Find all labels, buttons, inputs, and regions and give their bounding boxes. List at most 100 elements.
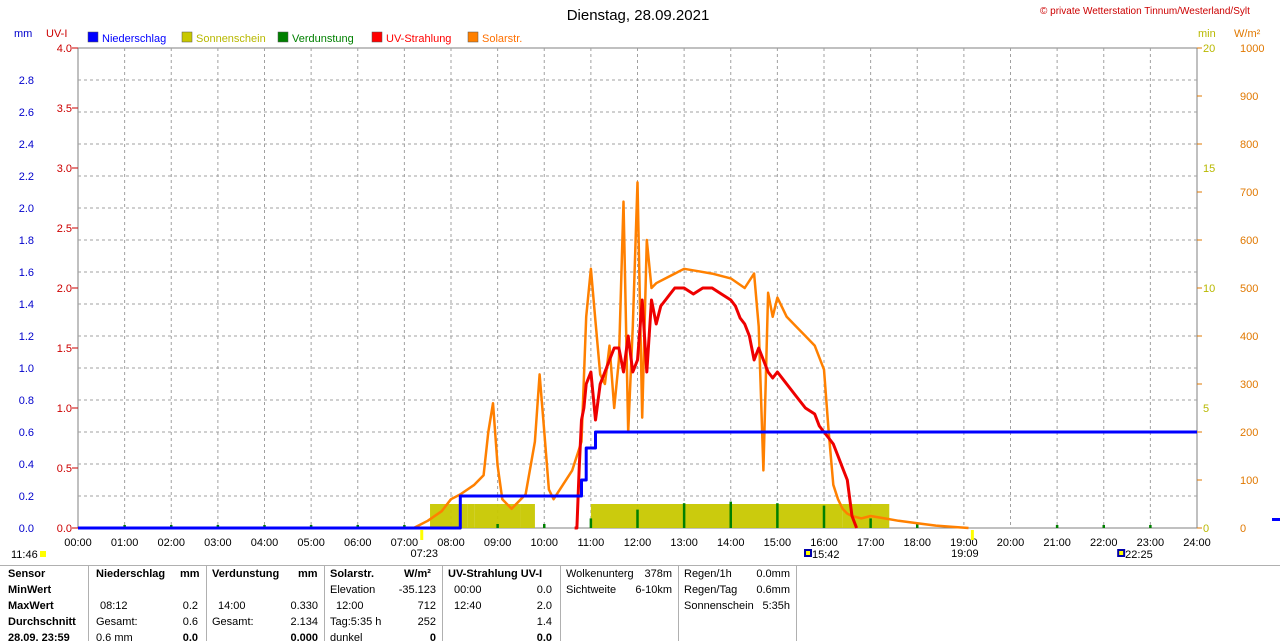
- sunrise-label: 07:23: [410, 548, 438, 560]
- wm2-tick-label: 800: [1240, 139, 1258, 151]
- table-header-sensor: Sensor: [8, 568, 46, 580]
- axis-unit-mm: mm: [14, 28, 32, 40]
- x-tick-label: 05:00: [297, 537, 325, 549]
- sun-moon-markers: 11:46 07:23 15:42 19:09 22:25: [11, 530, 1153, 561]
- x-tick-label: 01:00: [111, 537, 139, 549]
- sonnenschein-bar: [520, 504, 535, 528]
- mm-tick-label: 1.6: [19, 267, 34, 279]
- mm-tick-label: 1.0: [19, 363, 34, 375]
- row-label-maxwert: MaxWert: [8, 600, 54, 612]
- moonrise-left-label: 11:46: [11, 549, 38, 561]
- legend-label: Sonnenschein: [196, 33, 266, 45]
- col-unit-verdunstung: mm: [298, 568, 318, 580]
- x-tick-label: 14:00: [717, 537, 745, 549]
- solar-average-value: 252: [417, 616, 436, 628]
- mm-tick-label: 2.0: [19, 203, 34, 215]
- x-tick-label: 21:00: [1043, 537, 1071, 549]
- sunset-label: 19:09: [951, 548, 979, 560]
- column-divider: [206, 566, 207, 641]
- sonnenschein-bar: [777, 504, 824, 528]
- mm-tick-label: 0.4: [19, 459, 34, 471]
- copyright-text: © private Wetterstation Tinnum/Westerlan…: [1040, 6, 1250, 17]
- x-tick-label: 04:00: [251, 537, 279, 549]
- legend-swatch: [371, 31, 383, 43]
- niederschlag-current-value: 0.0: [182, 632, 198, 644]
- legend-swatch: [467, 31, 479, 43]
- x-tick-label: 19:00: [950, 537, 978, 549]
- x-tick-label: 20:00: [997, 537, 1025, 549]
- niederschlag-current: 0.6 mm: [96, 632, 133, 644]
- solar-max-time: 12:00: [336, 600, 364, 612]
- moonset-icon-inner: [806, 551, 811, 555]
- mm-tick-label: 2.2: [19, 171, 34, 183]
- uv-tick-label: 1.0: [57, 403, 72, 415]
- col-header-verdunstung: Verdunstung: [212, 568, 280, 580]
- series-group: [78, 181, 1280, 530]
- wm2-tick-label: 1000: [1240, 43, 1264, 55]
- solar-daylength: Tag:5:35 h: [330, 616, 382, 628]
- uv-tick-label: 2.5: [57, 223, 72, 235]
- row-label-durchschnitt: Durchschnitt: [8, 616, 76, 628]
- mm-tick-label: 0.8: [19, 395, 34, 407]
- uv-average-value: 1.4: [536, 616, 552, 628]
- column-divider: [796, 566, 797, 641]
- wm2-tick-label: 0: [1240, 523, 1246, 535]
- solar-status: dunkel: [330, 632, 363, 644]
- solar-elevation-value: -35.123: [398, 584, 436, 596]
- mm-tick-label: 0.6: [19, 427, 34, 439]
- mm-tick-label: 2.4: [19, 139, 34, 151]
- wm2-tick-label: 500: [1240, 283, 1258, 295]
- column-divider: [88, 566, 89, 641]
- min-tick-label: 15: [1203, 163, 1215, 175]
- uv-tick-label: 0.5: [57, 463, 72, 475]
- solar-current-value: 0: [429, 632, 436, 644]
- min-tick-label: 0: [1203, 523, 1209, 535]
- grid: [72, 47, 1202, 529]
- sonnenschein-bar: [684, 504, 731, 528]
- x-tick-label: 00:00: [64, 537, 92, 549]
- legend-label: Verdunstung: [292, 33, 354, 45]
- moonrise-right-label: 22:25: [1125, 549, 1153, 561]
- wm2-tick-label: 200: [1240, 427, 1258, 439]
- sonnenschein-bar: [637, 504, 685, 528]
- uv-max-value: 2.0: [536, 600, 552, 612]
- x-tick-label: 02:00: [157, 537, 185, 549]
- visibility-label: Sichtweite: [566, 584, 617, 596]
- solar-elevation-label: Elevation: [330, 584, 376, 596]
- col-unit-solarstr: W/m²: [404, 568, 431, 580]
- axis-unit-min: min: [1198, 28, 1216, 40]
- uv-tick-label: 0.0: [57, 523, 72, 535]
- uv-tick-label: 3.5: [57, 103, 72, 115]
- table-top-divider: [0, 565, 1280, 566]
- wm2-tick-label: 400: [1240, 331, 1258, 343]
- x-tick-label: 08:00: [437, 537, 465, 549]
- min-tick-label: 10: [1203, 283, 1215, 295]
- row-label-minwert: MinWert: [8, 584, 52, 596]
- x-tick-label: 16:00: [810, 537, 838, 549]
- solarstr-line: [413, 181, 969, 530]
- stats-table: Sensor MinWert MaxWert Durchschnitt 28.0…: [0, 566, 1280, 644]
- x-tick-label: 13:00: [670, 537, 698, 549]
- x-tick-label: 10:00: [530, 537, 558, 549]
- wm2-tick-label: 300: [1240, 379, 1258, 391]
- chart-title: Dienstag, 28.09.2021: [567, 7, 710, 24]
- axis-unit-wm2: W/m²: [1234, 28, 1261, 40]
- mm-tick-label: 1.8: [19, 235, 34, 247]
- verdunstung-total-label: Gesamt:: [212, 616, 254, 628]
- niederschlag-max-time: 08:12: [100, 600, 128, 612]
- column-divider: [560, 566, 561, 641]
- niederschlag-line: [78, 430, 1197, 530]
- uv-tick-label: 3.0: [57, 163, 72, 175]
- sunrise-icon: [420, 530, 424, 540]
- legend-swatch: [181, 31, 193, 43]
- axis-unit-uv: UV-I: [46, 28, 67, 40]
- legend-swatch: [87, 31, 99, 43]
- moonset-label: 15:42: [812, 549, 840, 561]
- verdunstung-max-time: 14:00: [218, 600, 246, 612]
- rain-day-label: Regen/Tag: [684, 584, 738, 596]
- col-header-solarstr: Solarstr.: [330, 568, 375, 580]
- row-label-timestamp: 28.09. 23:59: [8, 632, 70, 644]
- legend-label: Solarstr.: [482, 33, 522, 45]
- mm-tick-label: 1.2: [19, 331, 34, 343]
- mm-tick-label: 1.4: [19, 299, 34, 311]
